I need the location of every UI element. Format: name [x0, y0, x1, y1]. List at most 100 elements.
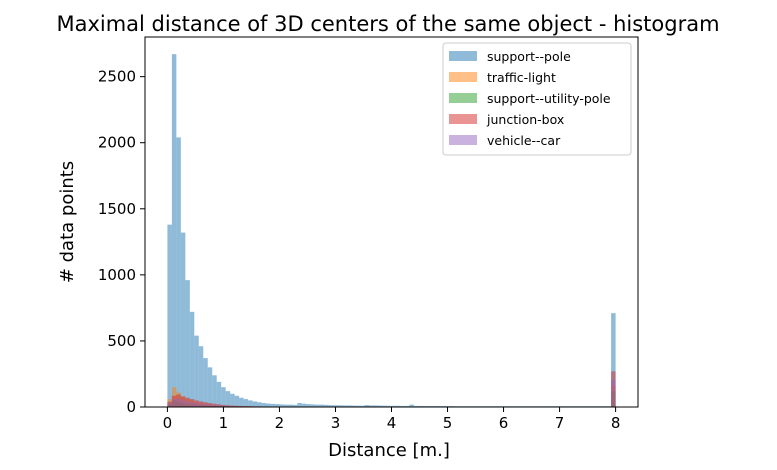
histogram-bar	[387, 405, 392, 407]
histogram-bar	[198, 403, 204, 407]
y-tick-label: 2000	[98, 134, 136, 152]
histogram-bar	[185, 280, 190, 407]
histogram-bar	[176, 137, 181, 407]
histogram-bar	[333, 405, 338, 407]
histogram-bar	[373, 405, 379, 407]
histogram-bar	[261, 403, 267, 407]
histogram-bar	[216, 381, 222, 407]
y-tick-label: 2500	[98, 68, 136, 86]
histogram-bar	[203, 404, 208, 407]
histogram-bar	[167, 224, 172, 407]
histogram-bar	[400, 405, 405, 407]
histogram-bar	[194, 335, 199, 407]
histogram-bar	[180, 232, 186, 407]
histogram-bar	[212, 375, 217, 407]
histogram-bar	[404, 405, 410, 407]
legend-label: support--pole	[487, 49, 571, 64]
histogram-bar	[409, 404, 414, 407]
histogram-bar	[279, 404, 284, 407]
chart-title: Maximal distance of 3D centers of the sa…	[56, 12, 719, 36]
histogram-bar	[221, 387, 226, 407]
x-tick-label: 6	[499, 414, 509, 432]
histogram-bar	[364, 405, 370, 407]
histogram-bar	[391, 405, 396, 407]
histogram-bar	[369, 405, 374, 407]
histogram-bar	[360, 405, 365, 407]
x-axis-ticks: 0 1 2 3 4 5 6 7 8	[163, 407, 621, 432]
legend: support--pole traffic-light support--utili…	[442, 42, 632, 156]
histogram-bar	[176, 398, 181, 407]
y-tick-label: 0	[126, 398, 136, 416]
histogram-bar	[611, 380, 616, 407]
histogram-bar	[611, 313, 616, 407]
histogram-bar	[346, 405, 352, 407]
histogram-bar	[198, 346, 204, 407]
x-tick-label: 0	[163, 414, 173, 432]
legend-label: vehicle--car	[487, 133, 561, 148]
histogram-bar	[418, 405, 423, 407]
histogram-bar	[221, 405, 226, 407]
x-tick-label: 7	[555, 414, 565, 432]
histogram-bar	[234, 395, 240, 407]
histogram-bar	[413, 405, 419, 407]
legend-box	[442, 42, 632, 156]
histogram-bar	[212, 405, 217, 407]
histogram-bar	[171, 399, 177, 407]
histogram-bar	[252, 401, 258, 407]
histogram-bar	[185, 401, 190, 407]
histogram-bar	[243, 399, 249, 407]
histogram-bar	[203, 358, 208, 407]
legend-label: traffic-light	[487, 70, 556, 85]
x-tick-label: 1	[219, 414, 229, 432]
histogram-bar	[270, 403, 275, 407]
y-tick-label: 1000	[98, 266, 136, 284]
histogram-bar	[230, 393, 235, 407]
histogram-bar	[257, 402, 262, 407]
histogram-bar	[297, 403, 302, 407]
histogram-bar	[337, 405, 343, 407]
histogram-bar	[319, 404, 325, 407]
histogram-bar	[207, 404, 213, 407]
legend-swatch	[449, 51, 477, 61]
histogram-bar	[328, 405, 334, 407]
y-tick-label: 500	[107, 332, 136, 350]
legend-swatch	[449, 93, 477, 103]
histogram-bar	[189, 401, 195, 407]
histogram-bar	[324, 404, 329, 407]
y-axis-label: # data points	[57, 161, 78, 283]
histogram-bar	[292, 404, 298, 407]
histogram-bar	[351, 405, 356, 407]
histogram-bar	[225, 391, 231, 407]
histogram-bar	[301, 403, 307, 407]
histogram-bar	[395, 405, 401, 407]
histogram-bar	[342, 405, 347, 407]
x-tick-label: 2	[275, 414, 285, 432]
legend-label: support--utility-pole	[487, 91, 611, 106]
x-axis-label: Distance [m.]	[328, 440, 450, 461]
histogram-bar	[189, 311, 195, 407]
histogram-bar	[171, 54, 177, 408]
histogram-bar	[274, 404, 280, 407]
legend-label: junction-box	[486, 112, 564, 127]
histogram-bar	[207, 367, 213, 407]
y-axis-ticks: 0 500 1000 1500 2000 2500	[98, 68, 145, 416]
legend-swatch	[449, 135, 477, 145]
histogram-bar	[194, 402, 199, 407]
histogram-bar	[283, 404, 289, 407]
histogram-bar	[248, 400, 253, 407]
histogram-bar	[355, 405, 361, 407]
legend-swatch	[449, 72, 477, 82]
legend-swatch	[449, 114, 477, 124]
histogram-bar	[315, 404, 320, 407]
histogram-bar	[167, 403, 172, 407]
x-tick-label: 8	[611, 414, 621, 432]
histogram-bar	[310, 404, 316, 407]
y-tick-label: 1500	[98, 200, 136, 218]
histogram-bar	[225, 405, 231, 407]
x-tick-label: 5	[443, 414, 453, 432]
histogram-bar	[288, 404, 293, 407]
histogram-bar	[378, 405, 383, 407]
histogram-bar	[382, 405, 388, 407]
histogram-bar	[306, 404, 311, 407]
